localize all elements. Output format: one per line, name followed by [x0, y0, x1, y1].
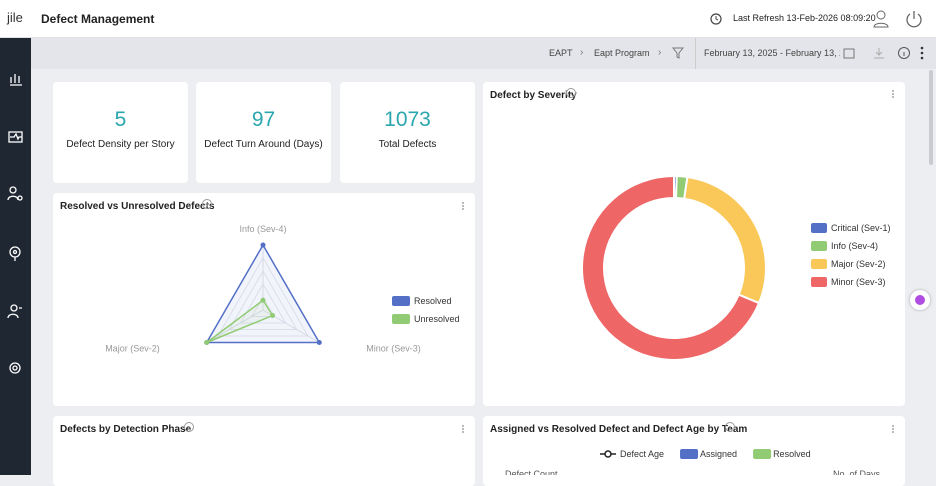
- menu-dot: [892, 425, 894, 427]
- nav-icon[interactable]: [7, 186, 23, 201]
- kpi-card: 1073 Total Defects: [340, 82, 475, 183]
- radar-point: [260, 297, 266, 303]
- radar-point: [204, 340, 210, 345]
- kpi-value: 97: [251, 108, 276, 131]
- filter-icon[interactable]: [672, 47, 684, 59]
- legend-swatch: [811, 241, 827, 251]
- radar-axis: [206, 309, 264, 343]
- chart-title: Defect by Severity: [490, 90, 577, 101]
- legend-swatch: [811, 259, 827, 269]
- axis-label: Major (Sev-2): [105, 344, 160, 354]
- legend-swatch: [392, 314, 410, 324]
- crumb-sep: ›: [658, 47, 662, 58]
- clock-icon: [710, 13, 722, 25]
- date-range[interactable]: February 13, 2025 - February 13, 20: [704, 48, 840, 58]
- info-icon: [725, 422, 735, 432]
- kpi-value: 5: [114, 108, 127, 131]
- menu-dot: [892, 431, 894, 433]
- nav-icon[interactable]: [8, 131, 23, 143]
- menu-dot: [462, 425, 464, 427]
- legend-swatch: [811, 223, 827, 233]
- grid-ring: [250, 296, 276, 317]
- radar-point: [260, 242, 266, 248]
- chart-title: Defects by Detection Phase: [60, 424, 192, 435]
- legend-label: Minor (Sev-3): [831, 277, 886, 287]
- kpi-card: 5 Defect Density per Story: [53, 82, 188, 183]
- kpi-label: Defect Turn Around (Days): [204, 139, 323, 150]
- grid-ring: [239, 283, 287, 324]
- page-title: Defect Management: [41, 12, 155, 26]
- legend-label: Critical (Sev-1): [831, 223, 891, 233]
- info-icon[interactable]: [897, 46, 911, 60]
- info-icon: [184, 422, 194, 432]
- radar-area: [206, 299, 274, 344]
- donut-slice: [683, 175, 767, 305]
- radar-point: [270, 313, 276, 319]
- legend-label: Info (Sev-4): [831, 241, 878, 251]
- legend-label: Resolved: [414, 296, 452, 306]
- menu-dot: [892, 90, 894, 92]
- legend-label: Unresolved: [414, 314, 460, 324]
- crumb-item[interactable]: EAPT: [549, 48, 573, 58]
- assistant-button[interactable]: [910, 290, 930, 310]
- menu-dot: [462, 428, 464, 430]
- legend-swatch: [392, 296, 410, 306]
- nav-icon[interactable]: [9, 362, 21, 374]
- menu-dot: [462, 208, 464, 210]
- download-icon[interactable]: [873, 47, 885, 59]
- menu-dot: [462, 202, 464, 204]
- calendar-icon[interactable]: [843, 47, 855, 59]
- info-icon: [202, 199, 212, 209]
- chart-title: Resolved vs Unresolved Defects: [60, 201, 215, 212]
- donut-slice: [581, 174, 761, 361]
- sidebar: [0, 38, 31, 475]
- axis-title: Defect Count: [505, 469, 558, 475]
- chart-card: Defects by Detection Phase: [53, 416, 475, 486]
- chart-title: Assigned vs Resolved Defect and Defect A…: [490, 424, 748, 435]
- radar-area: [205, 243, 321, 344]
- menu-dot: [892, 93, 894, 95]
- legend-label: Major (Sev-2): [831, 259, 886, 269]
- top-bar: jile Defect Management Last Refresh 13-F…: [0, 0, 936, 38]
- breadcrumb-bar: EAPT › Eapt Program › February 13, 2025 …: [31, 38, 936, 69]
- radar-point: [316, 340, 322, 345]
- legend-label: Defect Age: [620, 449, 664, 459]
- legend-label: Assigned: [700, 449, 737, 459]
- user-icon[interactable]: [872, 9, 890, 29]
- menu-dot: [892, 428, 894, 430]
- sidebar-icons: [7, 74, 23, 374]
- menu-dot: [892, 96, 894, 98]
- kpi-label: Defect Density per Story: [66, 139, 175, 150]
- axis-title: No. of Days: [833, 469, 881, 475]
- menu-dot: [462, 431, 464, 433]
- legend-swatch: [811, 277, 827, 287]
- chart-layer: Critical (Sev-1) Info (Sev-4) Major (Sev-2…: [105, 88, 894, 475]
- last-refresh: Last Refresh 13-Feb-2026 08:09:20: [733, 13, 876, 23]
- legend-marker: [604, 450, 612, 458]
- crumb-item[interactable]: Eapt Program: [594, 48, 650, 58]
- legend-swatch: [753, 449, 772, 459]
- grid-ring: [217, 257, 309, 337]
- legend-swatch: [680, 449, 699, 459]
- menu-icon[interactable]: [919, 46, 925, 60]
- scrollbar[interactable]: [929, 70, 933, 165]
- axis-label: Info (Sev-4): [239, 224, 286, 234]
- nav-icon[interactable]: [9, 246, 21, 261]
- info-icon: [566, 88, 576, 98]
- grid-ring: [228, 270, 298, 330]
- crumb-sep: ›: [580, 47, 584, 58]
- kpi-card: 97 Defect Turn Around (Days): [196, 82, 331, 183]
- kpi-label: Total Defects: [378, 139, 437, 150]
- nav-icon[interactable]: [10, 74, 22, 86]
- legend-label: Resolved: [773, 449, 811, 459]
- power-icon[interactable]: [905, 9, 923, 29]
- menu-dot: [462, 205, 464, 207]
- nav-icon[interactable]: [7, 304, 22, 319]
- divider: [695, 38, 696, 69]
- logo: jile: [7, 10, 23, 25]
- axis-label: Minor (Sev-3): [366, 344, 421, 354]
- kpi-value: 1073: [384, 108, 431, 131]
